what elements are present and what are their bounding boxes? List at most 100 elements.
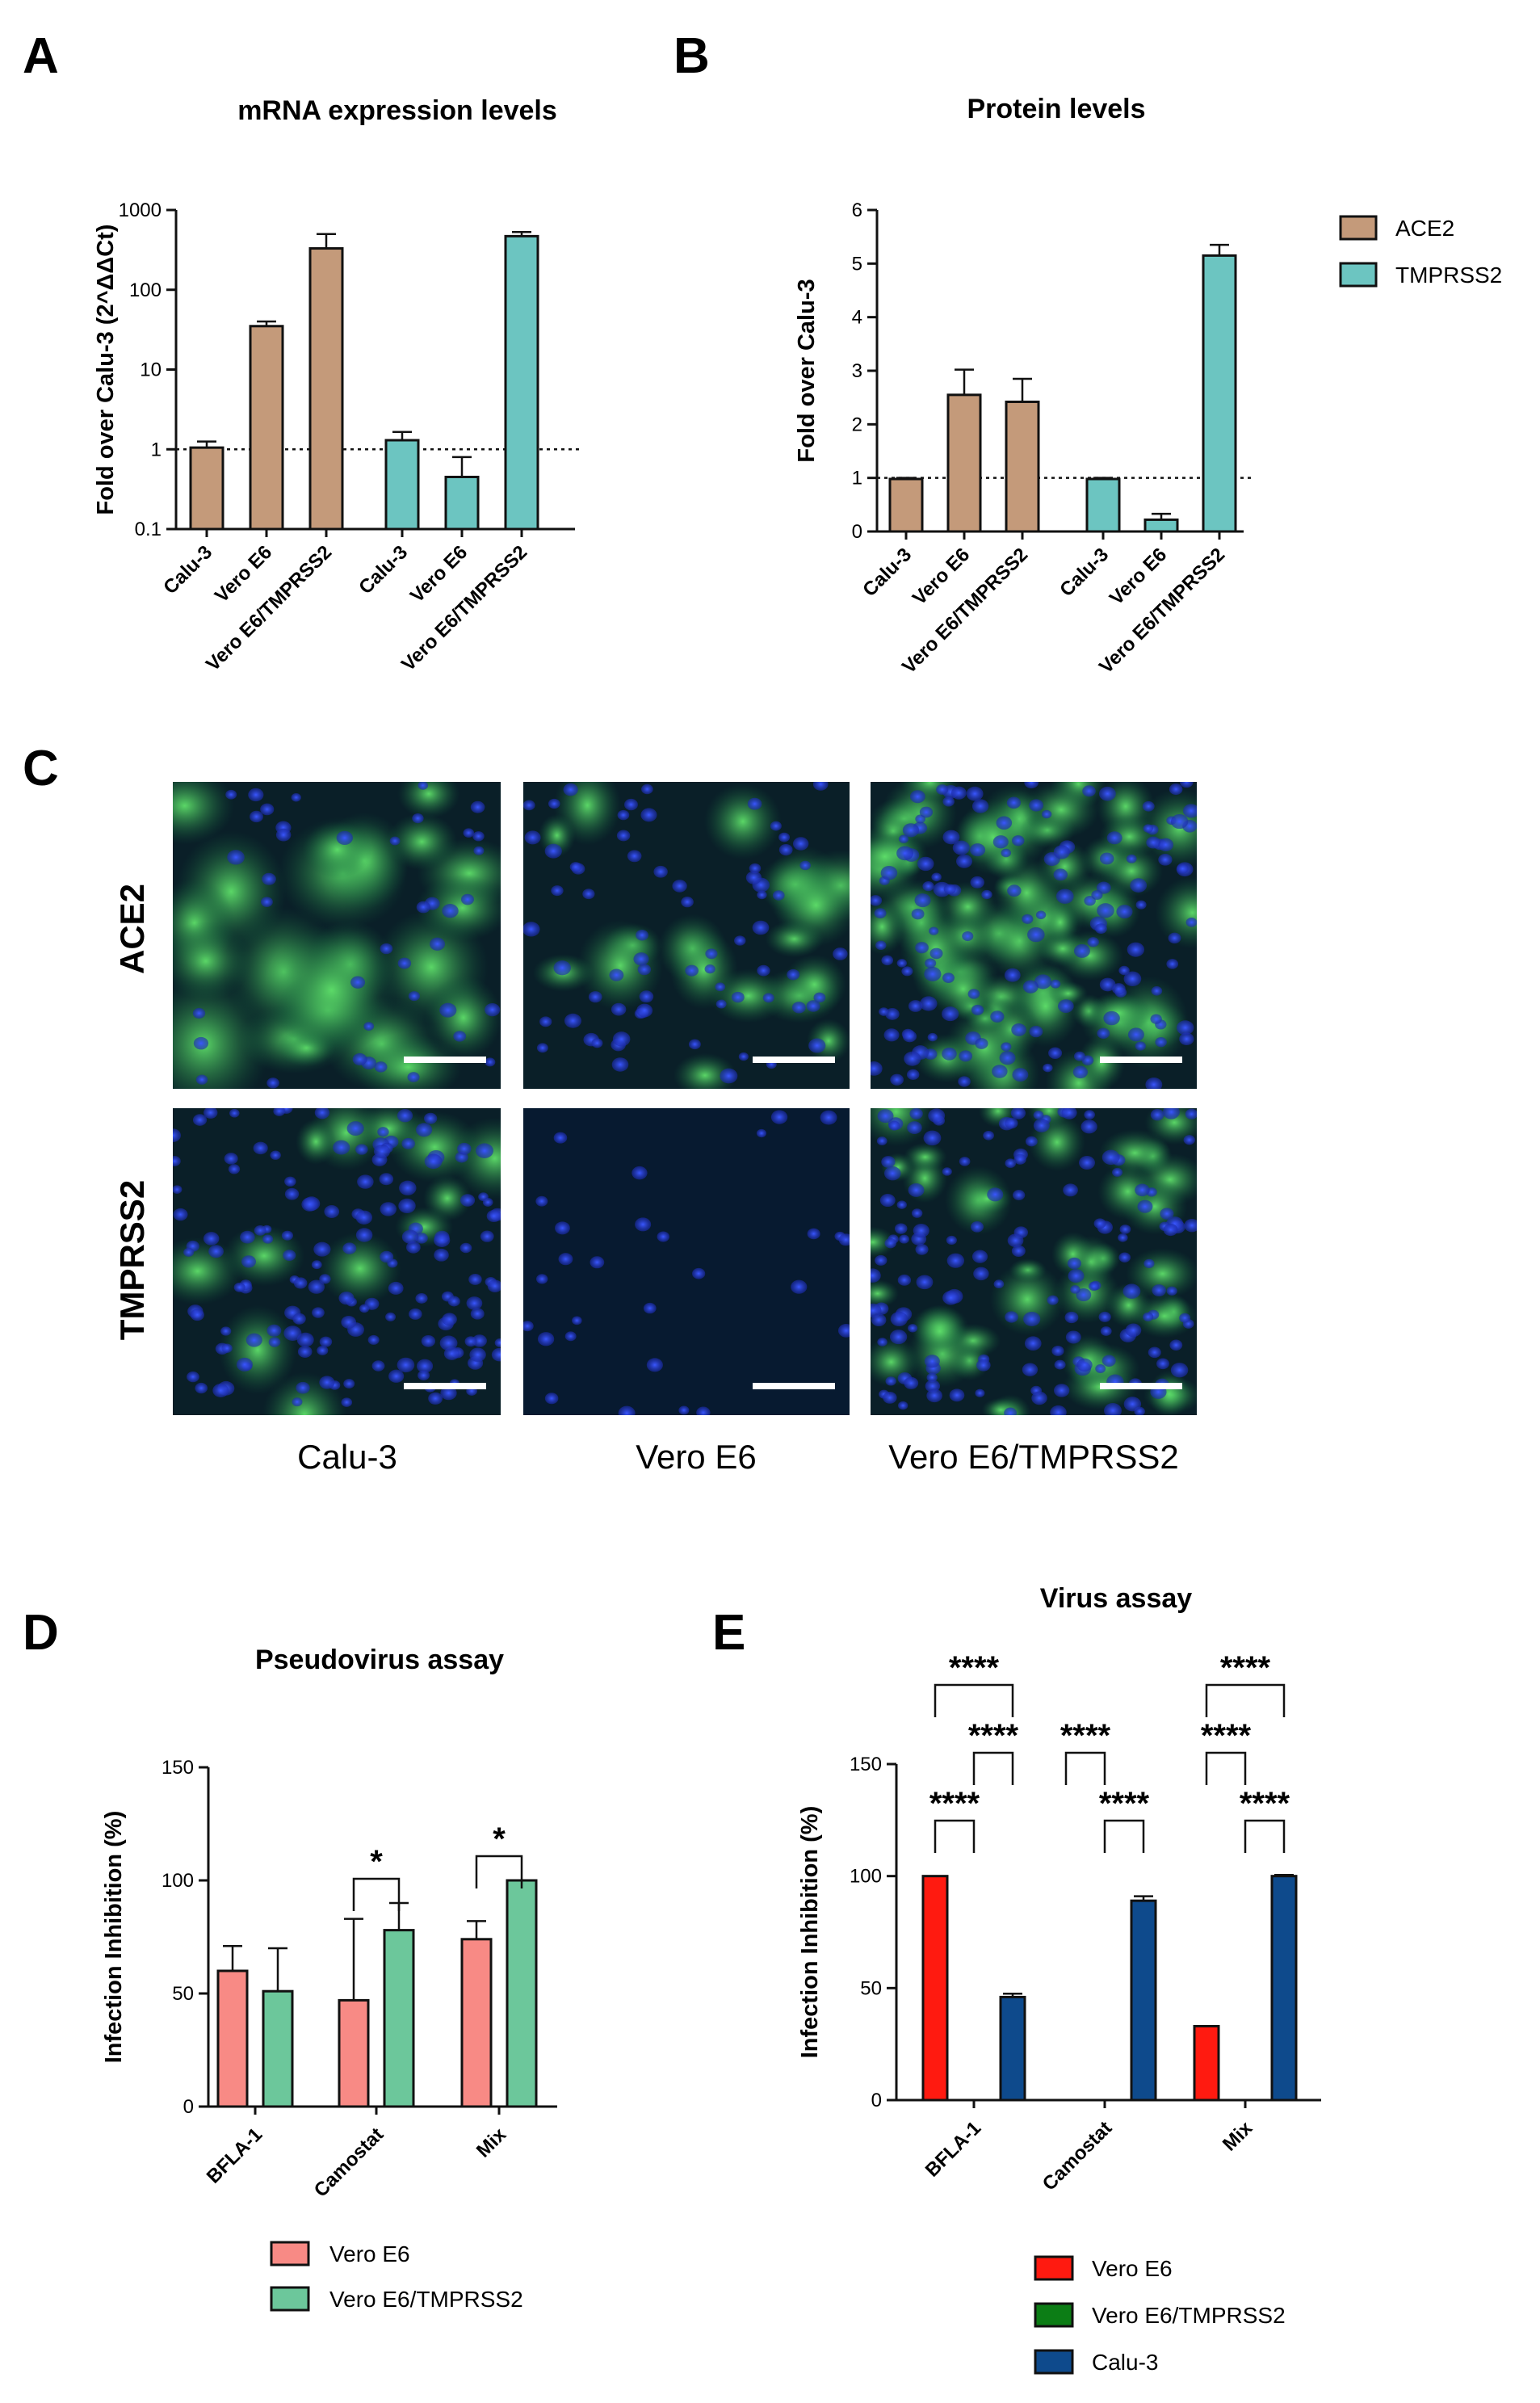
micrograph-nucleus xyxy=(418,782,429,790)
legend-ab-swatch-tmprss2 xyxy=(1339,262,1378,288)
panel-d-bar xyxy=(383,1929,415,2108)
micrograph-nucleus xyxy=(1005,1158,1017,1168)
micrograph-nucleus xyxy=(678,1405,690,1415)
micrograph-nucleus xyxy=(971,1004,984,1015)
micrograph-nucleus xyxy=(491,1347,501,1362)
micrograph-nucleus xyxy=(469,1347,486,1362)
panel-a-y-tick-label: 1000 xyxy=(119,200,162,221)
micrograph-nucleus xyxy=(324,1205,340,1218)
micrograph-nucleus xyxy=(486,1209,501,1223)
panel-e-bar xyxy=(1193,2024,1220,2102)
micrograph-nucleus xyxy=(1001,848,1012,858)
panel-a-y-tick-label: 1 xyxy=(151,439,162,460)
micrograph-nucleus xyxy=(946,1235,957,1246)
micrograph-nucleus xyxy=(1166,1286,1177,1296)
panel-e-significance-label: **** xyxy=(1060,1718,1111,1754)
micrograph-nucleus xyxy=(266,1324,282,1337)
micrograph-nucleus xyxy=(975,1388,985,1397)
panel-e-y-axis-label: Infection Inhibition (%) xyxy=(797,1806,823,2059)
panel-d-y-axis-label: Infection Inhibition (%) xyxy=(101,1811,127,2064)
micrograph-nucleus xyxy=(401,1229,419,1244)
micrograph-nucleus xyxy=(1068,1269,1085,1283)
micrograph-nucleus xyxy=(1050,1405,1067,1415)
micrograph-nucleus xyxy=(1118,965,1130,976)
micrograph-green-cell xyxy=(302,821,372,879)
micrograph-nucleus xyxy=(641,783,653,795)
micrograph-nucleus xyxy=(1185,1108,1197,1120)
micrograph-nucleus xyxy=(270,1150,281,1160)
micrograph-nucleus xyxy=(884,1237,897,1249)
panel-e-bar xyxy=(921,1875,949,2102)
panel-b-bar xyxy=(946,393,982,533)
micrograph-nucleus xyxy=(1143,1312,1154,1321)
micrograph-nucleus xyxy=(466,1296,483,1310)
micrograph-nucleus xyxy=(1160,1208,1174,1220)
panel-b-y-tick-label: 2 xyxy=(852,414,862,435)
micrograph-nucleus xyxy=(417,1359,434,1373)
micrograph-nucleus xyxy=(424,1153,443,1170)
micrograph-nucleus xyxy=(914,893,931,908)
micrograph-nucleus xyxy=(1005,1117,1018,1129)
micrograph-nucleus xyxy=(770,821,782,831)
panel-e-y-tick-label: 100 xyxy=(850,1866,882,1888)
micrograph-nucleus xyxy=(284,1176,296,1187)
micrograph-nucleus xyxy=(229,1108,240,1118)
micrograph-nucleus xyxy=(922,881,934,892)
micrograph-nucleus xyxy=(555,1221,570,1235)
micrograph-nucleus xyxy=(355,1228,373,1242)
micrograph-nucleus xyxy=(380,943,393,955)
micrograph-nucleus xyxy=(757,964,770,977)
micrograph-nucleus xyxy=(1150,1014,1162,1024)
micrograph-nucleus xyxy=(902,823,920,838)
col-label-calu3: Calu-3 xyxy=(297,1438,397,1476)
micrograph-nucleus xyxy=(1073,1051,1085,1061)
micrograph-nucleus xyxy=(756,1128,767,1138)
micrograph-nucleus xyxy=(380,1202,397,1216)
micrograph-nucleus xyxy=(871,895,883,906)
micrograph-nucleus xyxy=(1065,1330,1081,1344)
micrograph-nucleus xyxy=(618,1405,636,1415)
panel-d-bar xyxy=(262,1989,294,2108)
micrograph-nucleus xyxy=(1053,868,1068,881)
micrograph-nucleus xyxy=(949,1388,965,1402)
micrograph-nucleus xyxy=(715,982,726,992)
micrograph-cells xyxy=(871,1108,1197,1415)
panel-a-y-tick-label: 0.1 xyxy=(135,519,162,540)
micrograph-nucleus xyxy=(412,813,424,824)
panel-e-x-tick-label: Mix xyxy=(1219,2117,1257,2156)
micrograph-cells xyxy=(173,782,501,1089)
micrograph-nucleus xyxy=(440,1386,457,1401)
micrograph-nucleus xyxy=(1076,1288,1092,1302)
micrograph-nucleus xyxy=(397,957,412,969)
micrograph-nucleus xyxy=(973,1267,989,1281)
micrograph-nucleus xyxy=(572,1316,582,1325)
micrograph-nucleus xyxy=(1082,785,1096,797)
micrograph-nucleus xyxy=(885,1376,896,1386)
panel-letter-e: E xyxy=(712,1605,745,1661)
micrograph-nucleus xyxy=(917,856,934,872)
micrograph-nucleus xyxy=(1013,1153,1026,1165)
micrograph-nucleus xyxy=(1184,1219,1197,1233)
micrograph-nucleus xyxy=(962,931,974,942)
micrograph-green-cell xyxy=(388,1111,480,1183)
micrograph-nucleus xyxy=(1169,1339,1183,1351)
panel-e-significance-label: **** xyxy=(1099,1786,1150,1821)
micrograph-nucleus xyxy=(879,1193,896,1208)
micrograph-nucleus xyxy=(636,1003,653,1018)
micrograph-nucleus xyxy=(837,1323,850,1338)
micrograph-nucleus xyxy=(588,991,602,1003)
micrograph-nucleus xyxy=(888,1120,900,1131)
micrograph-nucleus xyxy=(523,1321,534,1332)
micrograph-nucleus xyxy=(959,1157,971,1166)
micrograph-nucleus xyxy=(268,1337,281,1347)
micrograph-nucleus xyxy=(1103,1010,1120,1026)
micrograph-nucleus xyxy=(898,1401,908,1410)
micrograph-nucleus xyxy=(221,1343,233,1353)
micrograph-nucleus xyxy=(224,1153,238,1165)
micrograph-nucleus xyxy=(883,1028,900,1042)
micrograph-nucleus xyxy=(1023,1311,1041,1326)
micrograph-nucleus xyxy=(341,1315,357,1329)
panel-b-y-tick-label: 1 xyxy=(852,468,862,489)
micrograph-cells xyxy=(523,1110,850,1415)
micrograph-nucleus xyxy=(1064,1311,1079,1324)
